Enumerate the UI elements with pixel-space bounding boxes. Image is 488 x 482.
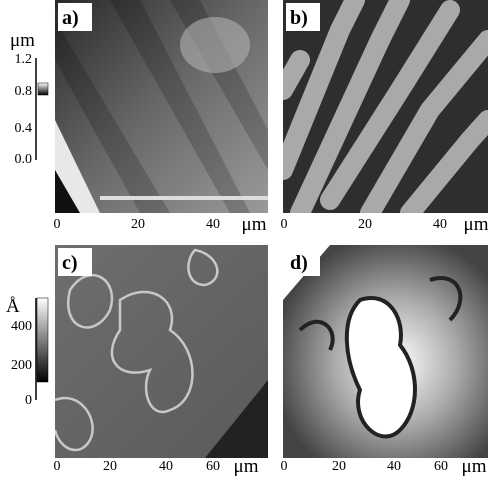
- image-a: [55, 0, 268, 213]
- x-unit: μm: [242, 214, 267, 235]
- scale-tick-label: 400: [11, 319, 32, 334]
- x-unit: μm: [234, 456, 259, 477]
- x-tick-label: 0: [281, 217, 288, 232]
- scale-tick-label: 1.2: [15, 52, 33, 67]
- panel-label: d): [290, 252, 308, 274]
- x-unit: μm: [464, 214, 488, 235]
- image-b: [283, 0, 488, 213]
- x-tick-label: 20: [103, 459, 117, 474]
- scale-tick-label: 0.4: [15, 121, 33, 136]
- figure: a) b) c) d) 0 20 40 μm 0 20 40 μm 0 20 4…: [0, 0, 488, 477]
- x-tick-label: 40: [387, 459, 401, 474]
- panel-label: a): [62, 7, 79, 29]
- image-d: [283, 245, 488, 458]
- x-tick-label: 0: [281, 459, 288, 474]
- scale-unit: μm: [10, 30, 35, 51]
- x-tick-label: 0: [54, 217, 61, 232]
- x-tick-label: 0: [54, 459, 61, 474]
- scale-tick-label: 200: [11, 358, 32, 373]
- x-tick-label: 60: [434, 459, 448, 474]
- scale-tick-label: 0.0: [15, 152, 33, 167]
- x-tick-label: 60: [206, 459, 220, 474]
- x-tick-label: 20: [131, 217, 145, 232]
- scale-tick-label: 0: [25, 393, 32, 408]
- image-c: [55, 245, 268, 458]
- scale-unit: Å: [6, 296, 20, 317]
- x-unit: μm: [462, 456, 487, 477]
- x-tick-label: 20: [332, 459, 346, 474]
- x-tick-label: 20: [358, 217, 372, 232]
- scale-tick-label: 0.8: [15, 84, 33, 99]
- x-tick-label: 40: [159, 459, 173, 474]
- panel-label: b): [290, 7, 308, 29]
- panel-label: c): [62, 252, 78, 274]
- x-tick-label: 40: [206, 217, 220, 232]
- x-tick-label: 40: [433, 217, 447, 232]
